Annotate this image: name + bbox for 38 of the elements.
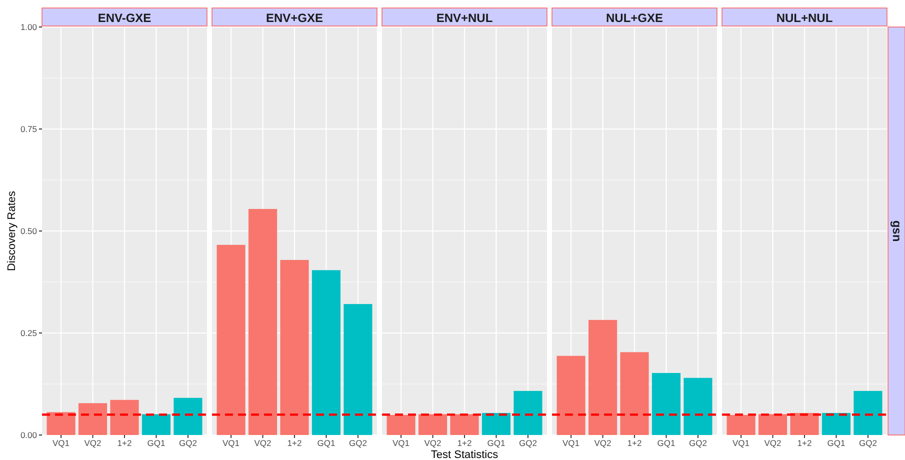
y-tick-label: 0.00: [20, 430, 38, 440]
chart-title: ENV+NUL: [436, 11, 493, 25]
x-tick-label: 1+2: [797, 438, 812, 448]
x-tick-label: GQ2: [518, 438, 538, 448]
x-tick-label: VQ2: [764, 438, 782, 448]
x-tick-label: GQ2: [178, 438, 198, 448]
x-tick-label: GQ2: [858, 438, 878, 448]
x-tick-label: GQ1: [317, 438, 336, 448]
chart-title: NUL+GXE: [606, 11, 664, 25]
x-tick-label: GQ1: [147, 438, 166, 448]
x-tick-label: VQ2: [594, 438, 612, 448]
x-axis-title: Test Statistics: [430, 449, 499, 460]
x-tick-label: VQ2: [84, 438, 102, 448]
y-tick-label: 0.50: [20, 226, 38, 236]
x-tick-label: VQ1: [732, 438, 750, 448]
text: gsn: [890, 220, 904, 242]
x-tick-label: GQ1: [827, 438, 846, 448]
y-axis-title: Discovery Rates: [6, 190, 18, 272]
x-tick-label: VQ1: [222, 438, 240, 448]
x-tick-label: 1+2: [117, 438, 132, 448]
chart-title: NUL+NUL: [776, 11, 833, 25]
x-tick-label: GQ2: [348, 438, 368, 448]
x-tick-label: GQ2: [688, 438, 708, 448]
y-tick-label: 0.25: [20, 328, 38, 338]
x-tick-label: VQ2: [254, 438, 272, 448]
x-tick-label: 1+2: [627, 438, 642, 448]
x-tick-label: 1+2: [457, 438, 472, 448]
x-tick-label: 1+2: [287, 438, 302, 448]
x-tick-label: VQ1: [562, 438, 580, 448]
x-tick-label: GQ1: [487, 438, 506, 448]
chart-title: ENV+GXE: [266, 11, 324, 25]
x-tick-label: GQ1: [657, 438, 676, 448]
x-tick-label: VQ1: [392, 438, 410, 448]
x-tick-label: VQ2: [424, 438, 442, 448]
y-tick-label: 0.75: [20, 124, 38, 134]
chart-title: ENV-GXE: [98, 11, 152, 25]
y-tick-label: 1.00: [20, 22, 38, 32]
x-tick-label: VQ1: [52, 438, 70, 448]
